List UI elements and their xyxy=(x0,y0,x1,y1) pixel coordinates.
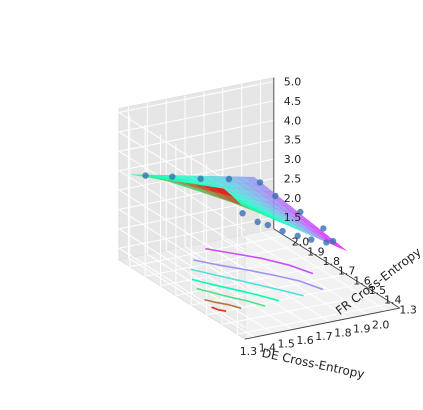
y-tick-label: 1.4 xyxy=(384,294,402,307)
contour-line xyxy=(190,268,304,297)
grid-line xyxy=(165,249,293,331)
y-tick-label: 1.3 xyxy=(399,303,417,316)
contour-line xyxy=(204,299,242,309)
z-tick-label: 4.0 xyxy=(284,114,302,127)
y-tick-label: 1.7 xyxy=(338,265,356,278)
grid-line xyxy=(118,81,274,114)
z-tick-label: 5.0 xyxy=(284,76,302,89)
contour-lines xyxy=(190,248,324,312)
data-point xyxy=(197,175,204,183)
grid-line xyxy=(241,234,368,315)
data-point xyxy=(272,192,279,200)
x-tick-label: 1.7 xyxy=(315,330,333,343)
grid-line xyxy=(118,139,274,172)
data-point xyxy=(294,232,301,240)
data-point xyxy=(256,179,264,186)
tick-labels: 1.3 1.4 1.5 1.6 1.7 1.8 1.9 2.01.31.41.51.61.71… xyxy=(240,76,417,359)
grid-line xyxy=(184,246,312,327)
grid-line xyxy=(118,100,274,133)
x-tick-label: 1.5 xyxy=(277,338,295,351)
z-tick-label: 2.0 xyxy=(284,192,302,205)
contour-line xyxy=(196,287,266,307)
data-point xyxy=(142,172,149,179)
grid-line xyxy=(191,273,347,306)
data-point xyxy=(329,237,337,245)
grid-line xyxy=(145,244,301,277)
contour-line xyxy=(211,306,227,312)
grid-line xyxy=(118,216,274,249)
y-tick-label: 1.6 xyxy=(353,274,371,287)
y-axis-line xyxy=(273,228,401,309)
scatter-points xyxy=(142,172,337,246)
grid-line xyxy=(118,247,246,328)
data-point xyxy=(320,225,327,232)
x-tick-label: 2.0 xyxy=(372,319,390,332)
grid-line xyxy=(118,119,274,152)
x-axis-line xyxy=(244,307,400,340)
x-tick-label: 1.6 xyxy=(296,334,314,347)
y-tick-label: 1.5 xyxy=(369,284,387,297)
x-tick-label: 1.9 xyxy=(353,322,371,335)
data-point xyxy=(169,173,176,180)
data-point xyxy=(264,221,272,229)
z-tick-label: 3.5 xyxy=(284,134,302,147)
y-tick-label: 1.9 xyxy=(307,245,325,258)
grid-line xyxy=(160,254,316,287)
grid-line xyxy=(147,253,274,334)
contour-line xyxy=(193,259,324,291)
grid-line xyxy=(206,283,362,316)
x-tick-label: 1.3 xyxy=(240,345,258,358)
grid-line xyxy=(118,158,274,191)
x-axis-label: DE Cross-Entropy xyxy=(261,346,366,381)
x-tick-label: 1.8 xyxy=(334,326,352,339)
data-point xyxy=(279,227,286,235)
y-tick-label: 2.0 xyxy=(292,236,310,249)
z-tick-label: 4.5 xyxy=(284,95,302,108)
grid-line xyxy=(118,209,246,290)
grid-line xyxy=(129,235,285,268)
y-tick-label: 1.8 xyxy=(323,255,341,268)
grid-line xyxy=(237,302,393,335)
data-point xyxy=(239,210,246,217)
data-point xyxy=(225,175,233,183)
grid-line xyxy=(118,189,246,270)
data-point xyxy=(297,208,304,216)
grid-line xyxy=(221,293,377,326)
contour-line xyxy=(205,248,314,275)
z-tick-label: 1.5 xyxy=(284,211,302,224)
grid-line xyxy=(118,150,246,231)
z-tick-label: 3.0 xyxy=(284,153,302,166)
data-point xyxy=(323,239,330,246)
grid-line xyxy=(203,242,331,323)
z-tick-label: 2.5 xyxy=(284,172,302,185)
surface-mesh xyxy=(131,174,347,251)
x-tick-label: 1.4 xyxy=(259,341,277,354)
grid-line xyxy=(118,170,246,251)
data-point xyxy=(254,218,261,226)
data-point xyxy=(308,236,315,243)
contour-line xyxy=(191,278,280,302)
grid-lines xyxy=(118,77,401,340)
grid-line xyxy=(260,231,387,312)
